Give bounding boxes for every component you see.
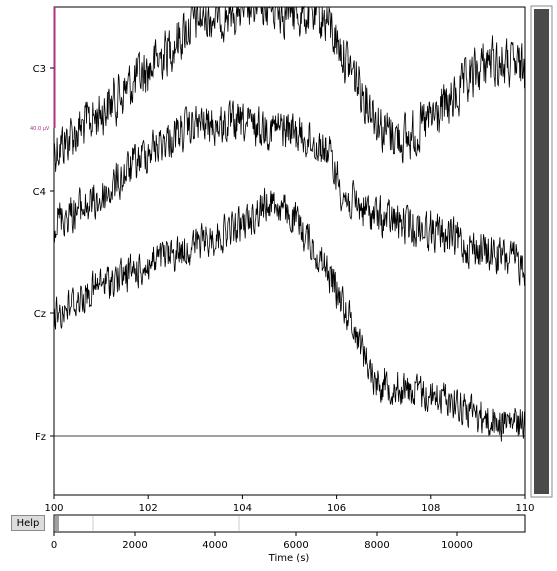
channel-label[interactable]: Fz: [35, 432, 46, 443]
overview-view-window[interactable]: [55, 516, 59, 531]
x-tick-label: 106: [327, 503, 346, 514]
channel-scrollbar-thumb[interactable]: [534, 9, 549, 494]
eeg-traces: [53, 5, 526, 442]
x-tick-label: 102: [139, 503, 158, 514]
x-tick-label: 110: [515, 503, 534, 514]
overview-x-axis: 0 2000 4000 6000 8000 10000: [51, 532, 473, 551]
overview-x-tick-label: 4000: [202, 540, 227, 551]
x-tick-label: 104: [233, 503, 252, 514]
channel-label[interactable]: C3: [33, 64, 46, 75]
channel-trace: [53, 187, 526, 442]
overview-x-tick-label: 6000: [283, 540, 308, 551]
x-tick-label: 108: [421, 503, 440, 514]
overview-x-tick-label: 2000: [122, 540, 147, 551]
channel-trace: [53, 100, 526, 286]
channel-labels: C3 C4 Cz Fz: [33, 64, 54, 443]
help-button[interactable]: Help: [11, 515, 45, 531]
main-plot-area[interactable]: [53, 6, 526, 496]
main-x-axis: 100 102 104 106 108 110: [44, 495, 535, 514]
overview-x-tick-label: 0: [51, 540, 57, 551]
channel-trace: [53, 5, 526, 172]
x-tick-label: 100: [44, 503, 63, 514]
overview-xlabel: Time (s): [268, 553, 310, 564]
overview-x-tick-label: 10000: [441, 540, 473, 551]
channel-label[interactable]: C4: [33, 187, 46, 198]
channel-label[interactable]: Cz: [34, 309, 46, 320]
overview-x-tick-label: 8000: [364, 540, 389, 551]
time-overview-bar[interactable]: [53, 514, 526, 533]
scale-bar-label: 40.0 µV: [30, 126, 50, 132]
